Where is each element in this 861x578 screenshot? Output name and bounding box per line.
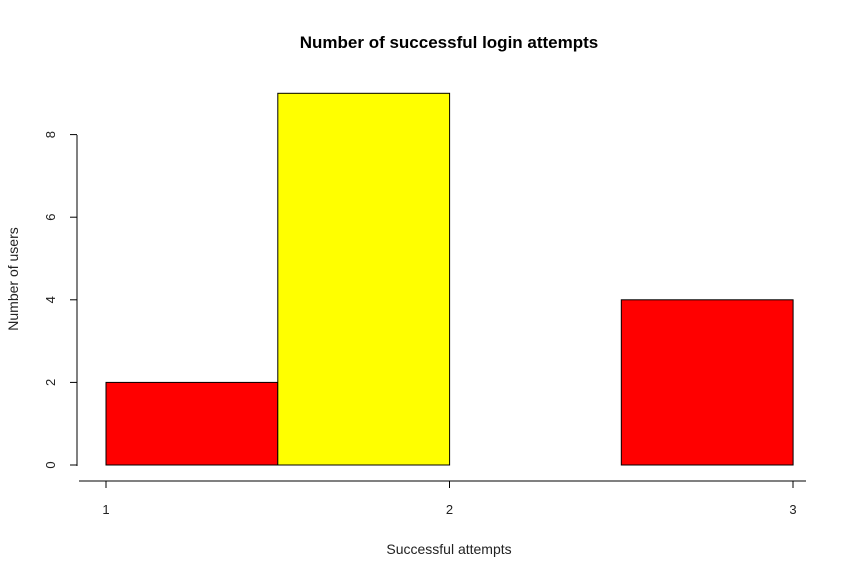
chart-title: Number of successful login attempts [300, 33, 599, 52]
bars-layer [105, 92, 794, 466]
x-tick-label-2: 2 [446, 502, 453, 517]
y-tick-label-6: 6 [43, 214, 58, 221]
y-tick-label-2: 2 [43, 379, 58, 386]
y-axis-label: Number of users [5, 227, 21, 330]
bar-bin-4 [620, 299, 794, 466]
x-tick-label-1: 1 [102, 502, 109, 517]
y-tick-label-0: 0 [43, 461, 58, 468]
y-tick-label-4: 4 [43, 296, 58, 303]
y-tick-label-8: 8 [43, 131, 58, 138]
y-axis: 0 2 4 6 8 [43, 131, 78, 469]
x-axis-label: Successful attempts [386, 541, 511, 557]
x-tick-label-3: 3 [789, 502, 796, 517]
bar-bin-2 [277, 92, 451, 466]
bar-bin-1 [105, 381, 279, 466]
x-axis: 1 2 3 [79, 480, 806, 517]
